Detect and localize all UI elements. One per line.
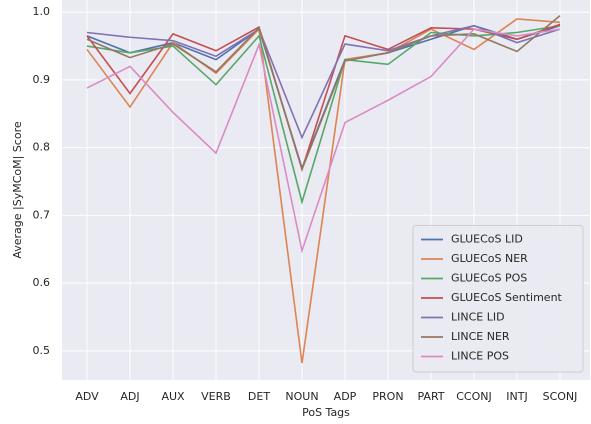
line: [86, 14, 561, 172]
legend-label: GLUECoS POS: [451, 272, 527, 285]
x-tick-label: DET: [248, 390, 270, 403]
y-tick-label: 0.7: [33, 208, 51, 221]
legend-label: GLUECoS NER: [451, 252, 528, 265]
x-axis-label: PoS Tags: [302, 406, 350, 419]
x-tick-label: NOUN: [285, 390, 318, 403]
y-axis-label: Average |SyMCoM| Score: [11, 121, 24, 259]
x-tick-label: SCONJ: [543, 390, 578, 403]
x-tick-label: PART: [417, 390, 444, 403]
legend-label: GLUECoS LID: [451, 233, 523, 246]
line: [86, 24, 561, 205]
x-tick-label: PRON: [372, 390, 403, 403]
legend-label: LINCE POS: [451, 350, 509, 363]
y-tick-label: 1.0: [33, 5, 51, 18]
x-tick-label: INTJ: [506, 390, 527, 403]
y-tick-label: 0.8: [33, 141, 51, 154]
legend-label: LINCE NER: [451, 330, 510, 343]
legend-label: LINCE LID: [451, 311, 505, 324]
legend-box: [412, 225, 584, 373]
line: [86, 28, 561, 254]
line: [86, 24, 561, 140]
x-tick-label: CCONJ: [456, 390, 492, 403]
line: [86, 18, 561, 364]
x-tick-label: AUX: [161, 390, 185, 403]
y-tick-label: 0.5: [33, 344, 51, 357]
x-tick-label: ADJ: [120, 390, 139, 403]
x-tick-label: VERB: [201, 390, 231, 403]
x-tick-label: ADP: [334, 390, 357, 403]
y-tick-label: 0.9: [33, 73, 51, 86]
legend-label: GLUECoS Sentiment: [451, 291, 563, 304]
x-tick-label: ADV: [75, 390, 99, 403]
y-tick-label: 0.6: [33, 276, 51, 289]
